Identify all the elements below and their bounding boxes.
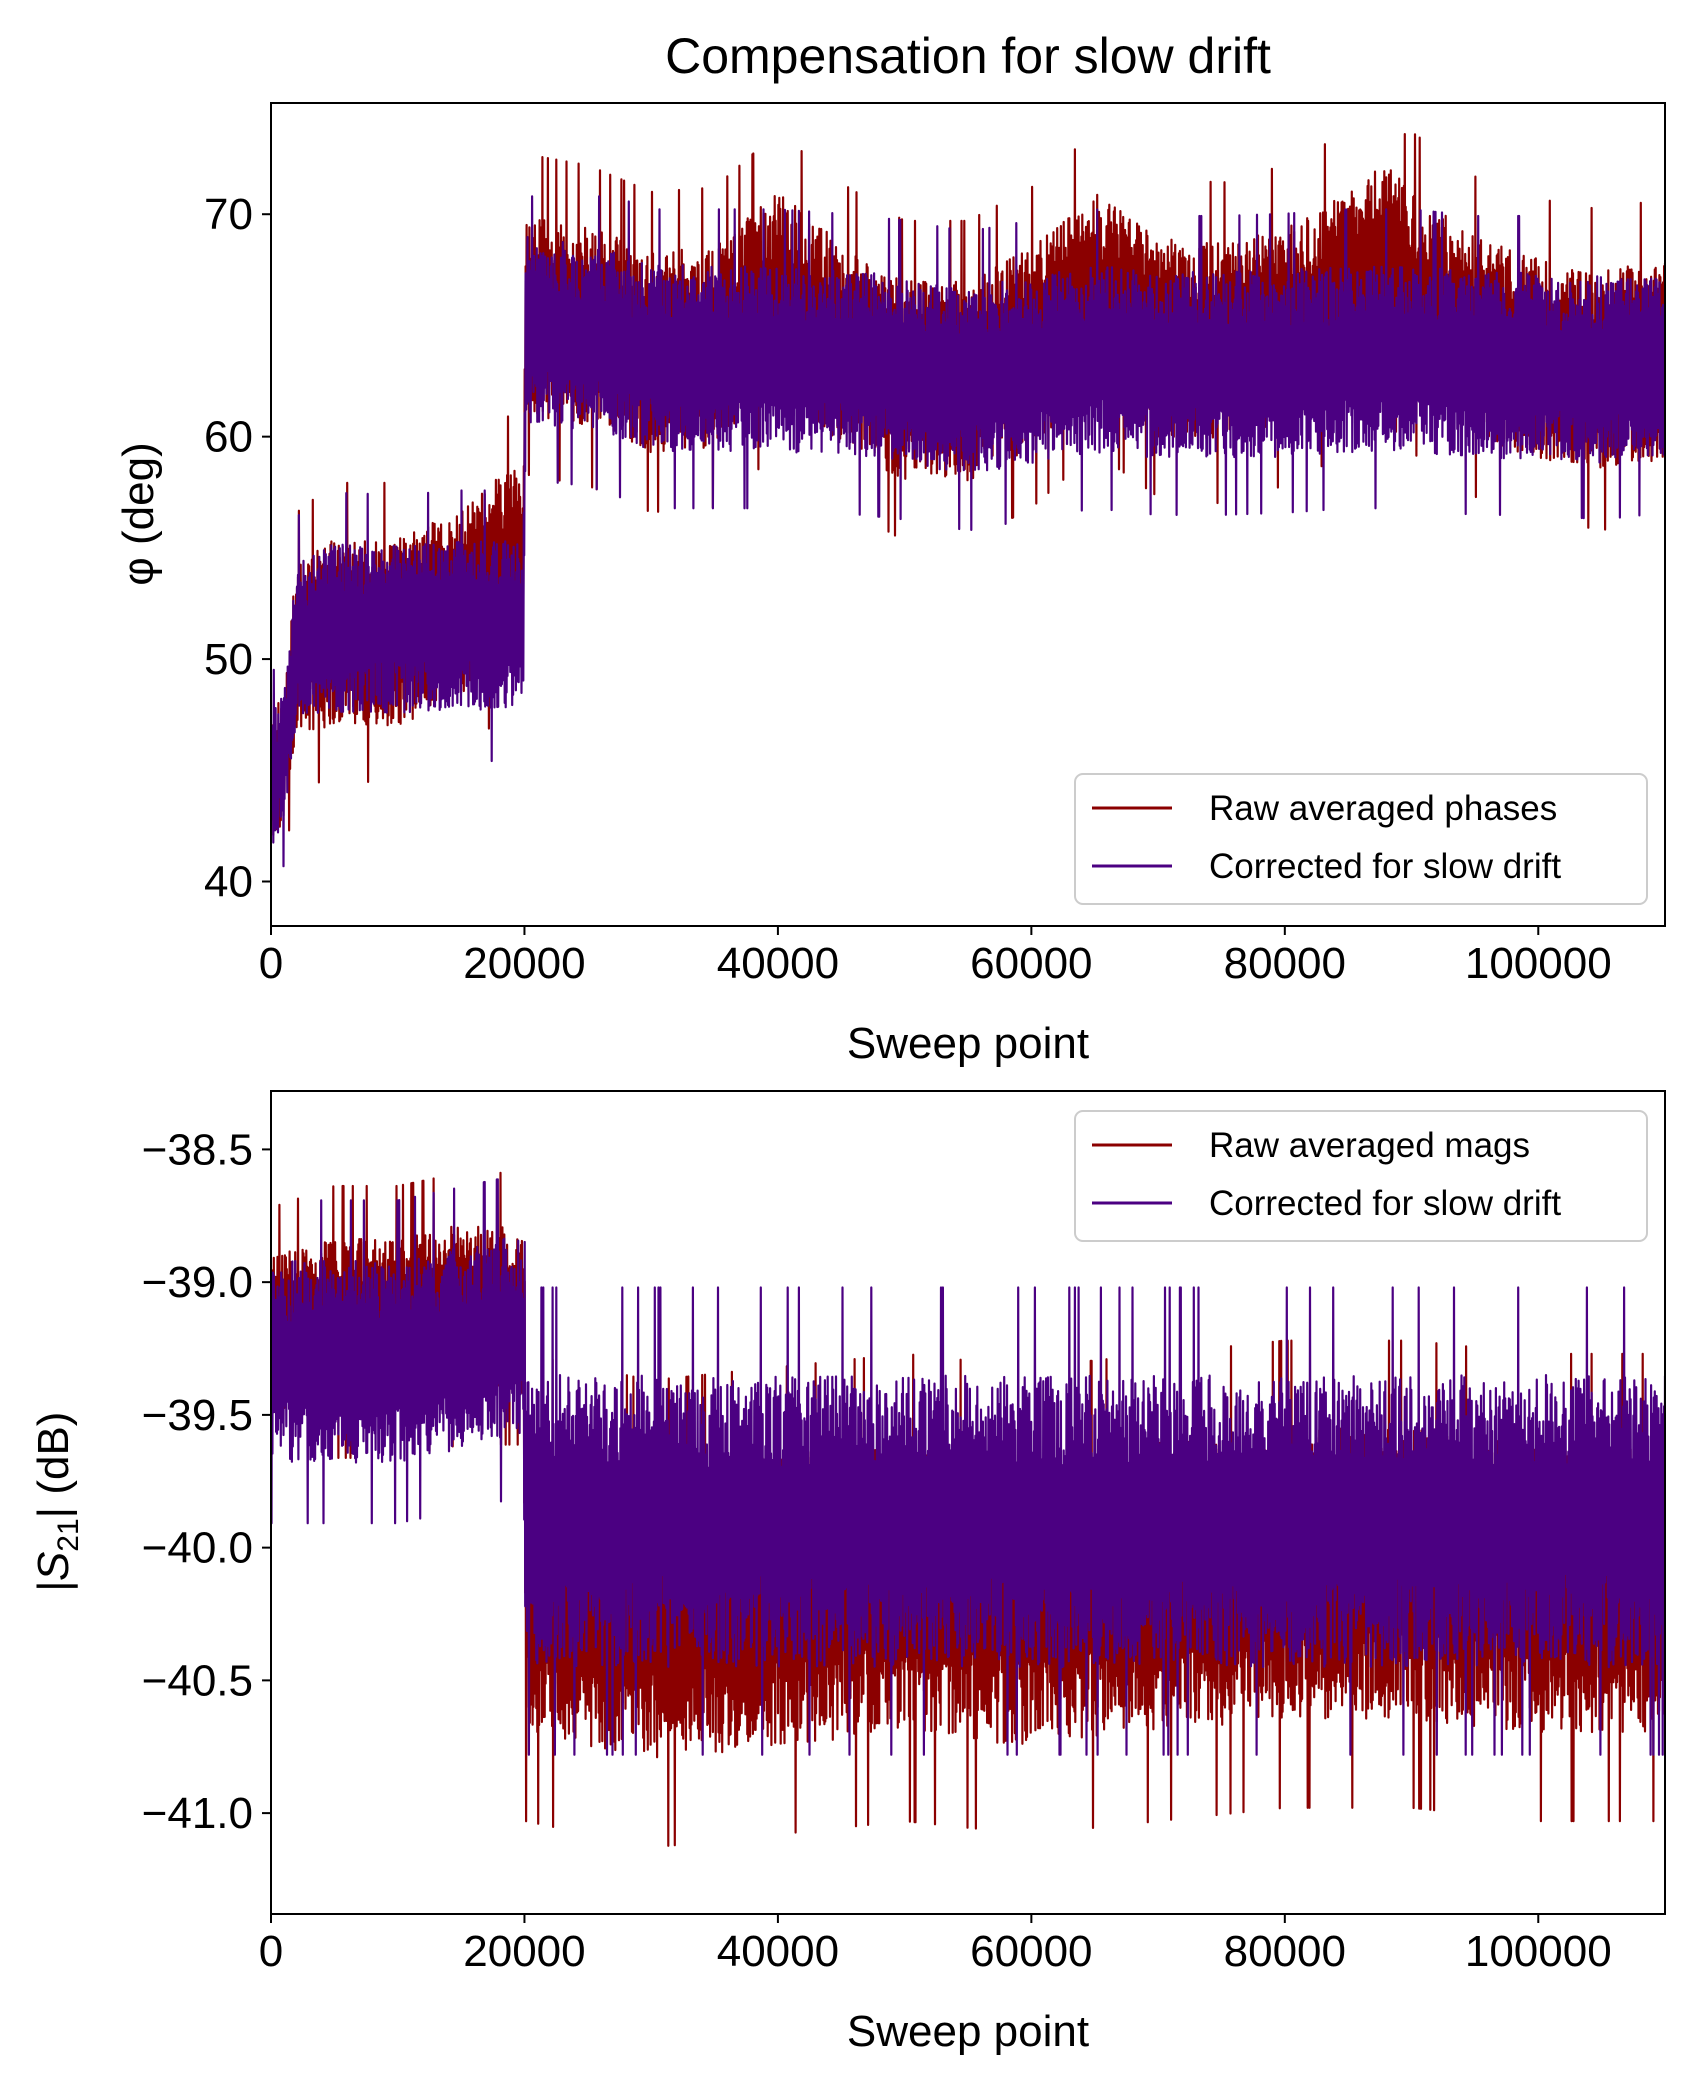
magnitude-legend-box [1074,1110,1648,1242]
x-tick-label: 20000 [463,939,585,988]
magnitude-y-axis-label: |S21| (dB) [29,1412,85,1593]
x-tick-label: 0 [259,1927,283,1976]
series-line [271,1178,1665,1756]
y-tick-label: −39.0 [142,1258,253,1307]
phase-legend-corrected-label: Corrected for slow drift [1209,847,1561,886]
x-tick-label: 80000 [1224,939,1346,988]
phase-axes-frame [270,102,1666,927]
figure-title: Compensation for slow drift [665,28,1271,84]
magnitude-panel: 0 20000 40000 60000 80000 100000 −41.0−40.5−4… [29,1090,1666,2056]
phase-y-axis-label: φ (deg) [114,442,163,585]
x-tick-label: 60000 [970,939,1092,988]
phase-legend: Raw averaged phases Corrected for slow d… [1074,773,1648,905]
y-tick-label: −39.5 [142,1391,253,1440]
phase-legend-box [1074,773,1648,905]
y-tick-label: −41.0 [142,1789,253,1838]
magnitude-x-ticks: 0 20000 40000 60000 80000 100000 [259,1914,1612,1976]
magnitude-legend-corrected-label: Corrected for slow drift [1209,1184,1561,1223]
y-tick-label: 60 [204,413,253,462]
magnitude-plot-area [271,1171,1665,1847]
magnitude-axes-frame [270,1090,1666,1915]
x-tick-label: 40000 [717,1927,839,1976]
phase-plot-area [271,133,1665,868]
magnitude-y-ticks: −41.0 −40.5 −40.0 −39.5 −39.0 −38.5 [142,1125,271,1838]
y-tick-label: 40 [204,858,253,907]
magnitude-y-label-sub: 21 [52,1518,85,1551]
x-tick-label: 100000 [1465,939,1612,988]
x-tick-label: 60000 [970,1927,1092,1976]
phase-x-axis-label: Sweep point [847,1019,1089,1068]
phase-y-ticks: 40 50 60 70 [204,190,271,907]
y-tick-label: −40.5 [142,1656,253,1705]
phase-panel: 0 20000 40000 60000 80000 100000 40 50 60 70 Swe… [114,102,1666,1068]
x-tick-label: 20000 [463,1927,585,1976]
series-line [271,195,1665,868]
magnitude-y-label-rest: | (dB) [29,1412,78,1519]
magnitude-legend: Raw averaged mags Corrected for slow dri… [1074,1110,1648,1242]
magnitude-y-label-main: |S [29,1552,78,1593]
magnitude-x-axis-label: Sweep point [847,2007,1089,2056]
x-tick-label: 40000 [717,939,839,988]
x-tick-label: 100000 [1465,1927,1612,1976]
phase-legend-raw-label: Raw averaged phases [1209,789,1557,828]
y-tick-label: −40.0 [142,1524,253,1573]
x-tick-label: 80000 [1224,1927,1346,1976]
y-tick-label: 50 [204,635,253,684]
magnitude-legend-raw-label: Raw averaged mags [1209,1126,1530,1165]
phase-x-ticks: 0 20000 40000 60000 80000 100000 [259,926,1612,988]
y-tick-label: 70 [204,190,253,239]
y-tick-label: −38.5 [142,1125,253,1174]
x-tick-label: 0 [259,939,283,988]
